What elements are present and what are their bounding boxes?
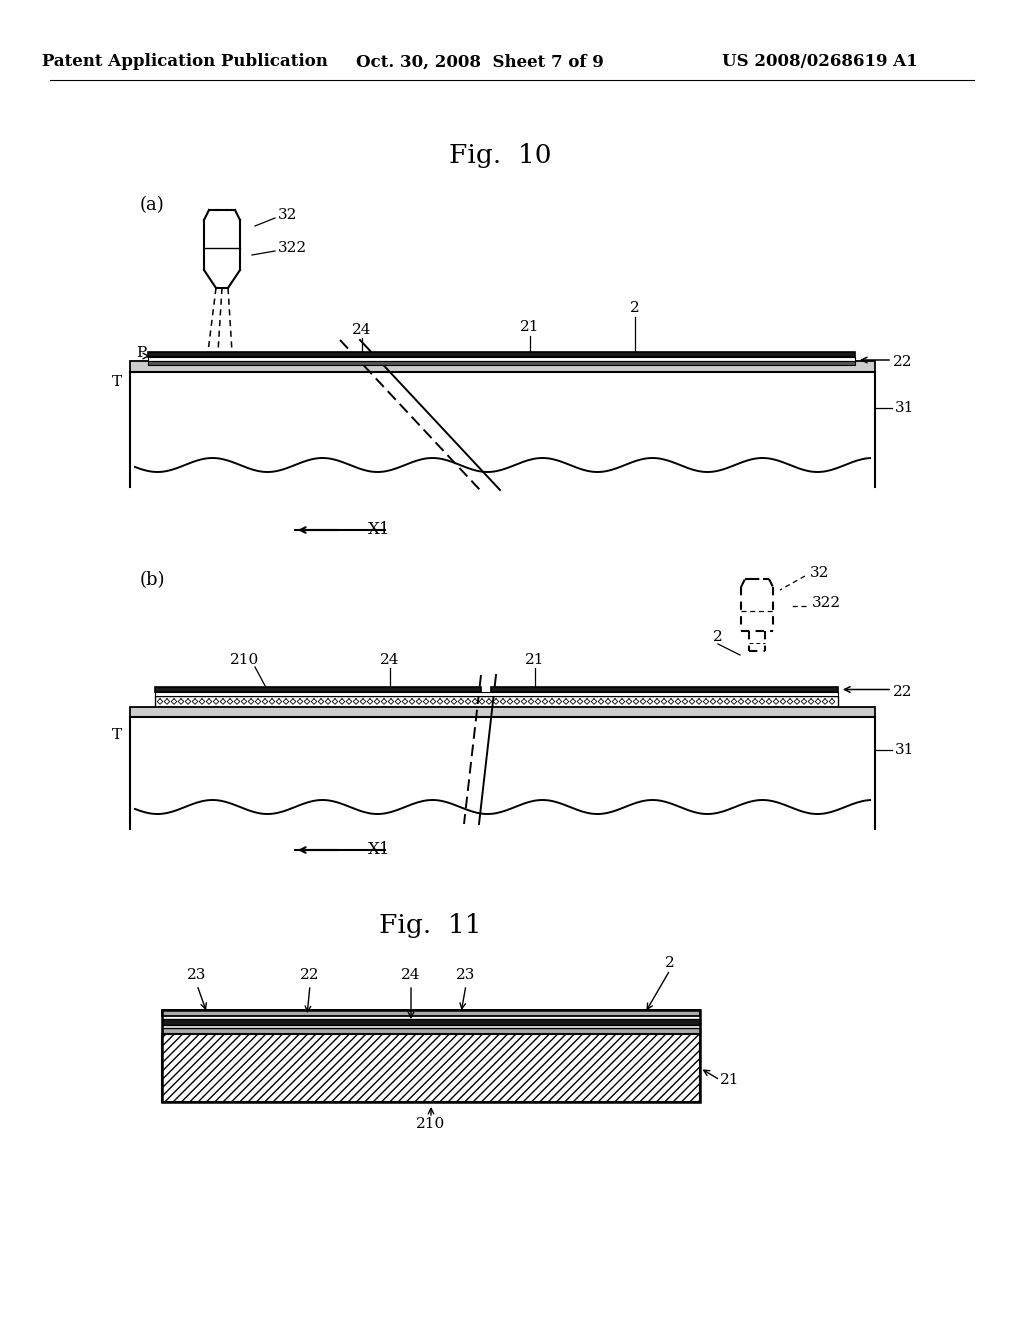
Text: 24: 24 <box>401 968 421 982</box>
Text: 21: 21 <box>720 1073 739 1086</box>
Text: P: P <box>136 346 146 360</box>
Bar <box>162 1028 700 1034</box>
Text: 22: 22 <box>893 685 912 700</box>
Bar <box>162 1019 700 1026</box>
Bar <box>148 352 855 356</box>
Text: 322: 322 <box>811 597 841 610</box>
Bar <box>155 696 838 708</box>
Text: 24: 24 <box>352 323 372 337</box>
Text: Fig.  11: Fig. 11 <box>379 912 481 937</box>
Text: 32: 32 <box>810 566 829 579</box>
Text: 210: 210 <box>230 653 260 667</box>
Text: Oct. 30, 2008  Sheet 7 of 9: Oct. 30, 2008 Sheet 7 of 9 <box>356 54 604 70</box>
Bar <box>162 1010 700 1102</box>
Text: 21: 21 <box>520 319 540 334</box>
Text: (a): (a) <box>139 195 165 214</box>
Text: 22: 22 <box>893 355 912 370</box>
Bar <box>148 360 855 366</box>
Bar <box>162 1010 700 1016</box>
Text: 2: 2 <box>713 630 723 644</box>
Text: 210: 210 <box>417 1117 445 1131</box>
Text: 32: 32 <box>279 209 298 222</box>
Text: Patent Application Publication: Patent Application Publication <box>42 54 328 70</box>
Text: US 2008/0268619 A1: US 2008/0268619 A1 <box>722 54 918 70</box>
Bar <box>148 356 855 360</box>
Text: Fig.  10: Fig. 10 <box>449 143 551 168</box>
Bar <box>155 692 838 696</box>
Text: 22: 22 <box>300 968 319 982</box>
Text: 2: 2 <box>666 956 675 970</box>
Text: 322: 322 <box>278 242 306 255</box>
Text: 2: 2 <box>630 301 640 315</box>
Text: 23: 23 <box>457 968 476 982</box>
Bar <box>162 1034 700 1102</box>
Text: (b): (b) <box>139 572 165 589</box>
Bar <box>130 708 874 717</box>
Text: T: T <box>112 729 122 742</box>
Text: 23: 23 <box>187 968 207 982</box>
Text: 31: 31 <box>895 743 914 756</box>
Text: X1: X1 <box>368 521 390 539</box>
Text: X1: X1 <box>368 842 390 858</box>
Text: T: T <box>112 375 122 389</box>
Text: 21: 21 <box>525 653 545 667</box>
Bar <box>130 360 874 372</box>
Text: 31: 31 <box>895 401 914 414</box>
Text: 24: 24 <box>380 653 399 667</box>
Bar <box>155 686 481 692</box>
Bar <box>490 686 838 692</box>
